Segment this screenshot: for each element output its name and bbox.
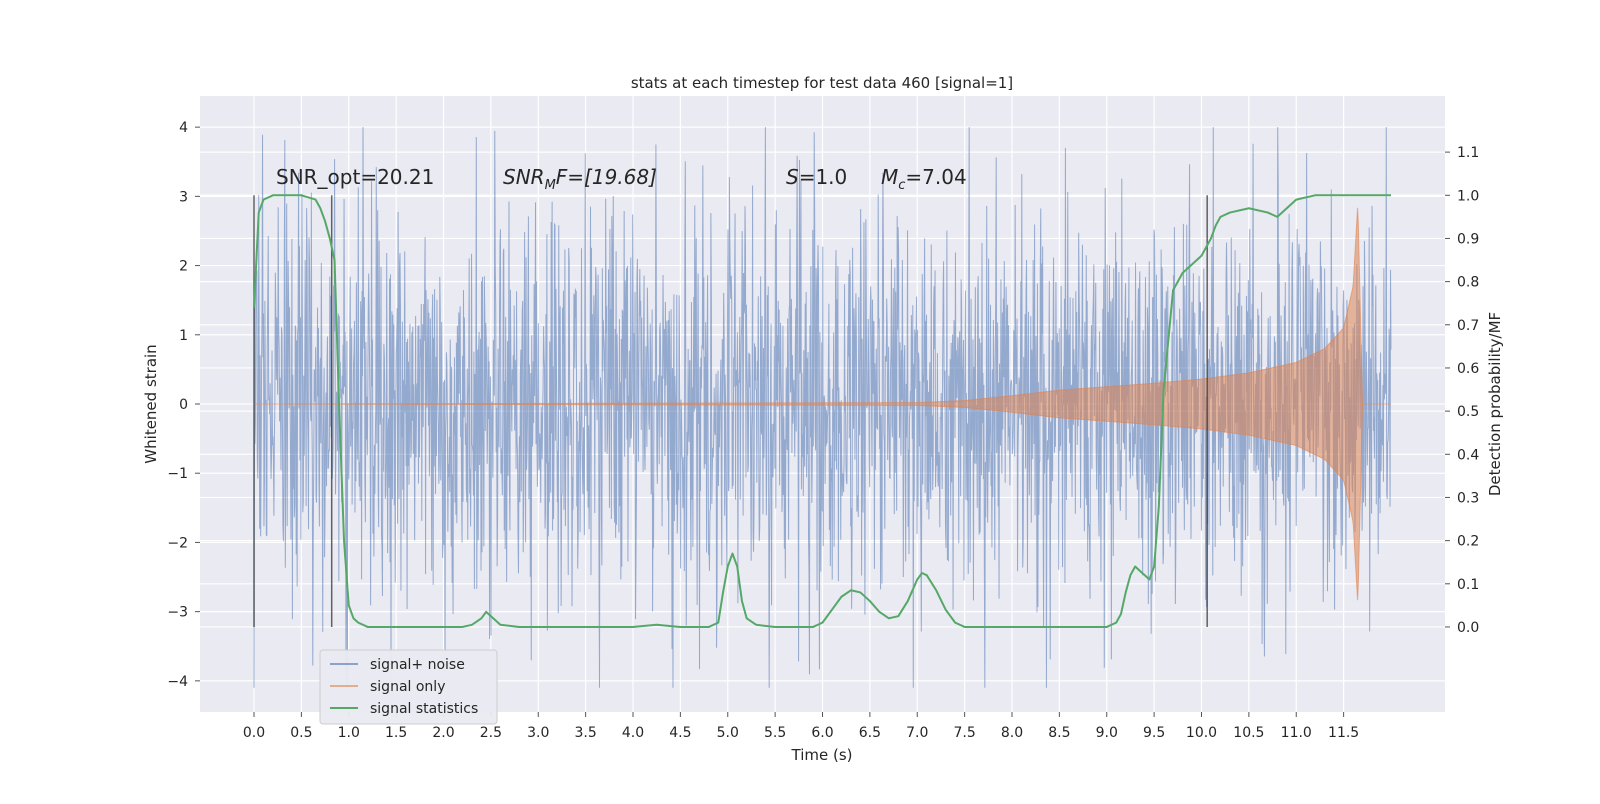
y-tick-label-right: 0.6	[1457, 361, 1479, 377]
y-tick-label-right: 0.8	[1457, 275, 1479, 291]
y-tick-label-left: 3	[179, 189, 188, 205]
y-tick-label-right: 0.3	[1457, 490, 1479, 506]
x-tick-label: 5.5	[764, 725, 786, 741]
signal-statistics-series	[253, 194, 1391, 628]
y-tick-label-right: 0.7	[1457, 318, 1479, 334]
annotation-snr-opt: SNR_opt=20.21	[276, 165, 434, 189]
legend-box	[319, 649, 498, 725]
x-tick-label: 2.0	[432, 725, 454, 741]
signal-noise-series	[253, 127, 1392, 688]
legend: signal+ noise signal only signal statist…	[319, 649, 498, 725]
chart-title: stats at each timestep for test data 460…	[631, 74, 1013, 92]
y-tick-label-right: 0.1	[1457, 577, 1479, 593]
x-tick-label: 1.0	[338, 725, 360, 741]
y-tick-label-left: 1	[179, 328, 188, 344]
annotation-s: S=1.0	[786, 165, 847, 189]
annotation-mc-label: M	[881, 165, 898, 189]
x-tick-label: 7.0	[906, 725, 928, 741]
annotation-s-label: S	[786, 165, 799, 189]
y-tick-label-left: 4	[179, 120, 188, 136]
x-tick-label: 9.0	[1096, 725, 1118, 741]
y-tick-label-right: 0.5	[1457, 404, 1479, 420]
y-tick-label-right: 0.0	[1457, 620, 1479, 636]
y-tick-label-right: 1.0	[1457, 188, 1479, 204]
y-tick-label-left: −3	[167, 605, 188, 621]
legend-label-signal-only: signal only	[370, 679, 445, 695]
annotation-mc-sub: c	[898, 178, 905, 193]
signal-noise-line	[253, 127, 1392, 688]
vertical-markers	[253, 195, 1208, 627]
signal-only-series	[254, 207, 1391, 601]
annotation-snr-mf-value: F=[19.68]	[556, 165, 657, 189]
x-tick-label: 4.0	[622, 725, 644, 741]
annotation-snr-mf-label: SNR	[503, 165, 545, 189]
x-tick-label: 7.5	[953, 725, 975, 741]
x-tick-label: 5.0	[717, 725, 739, 741]
annotation-mc-value: =7.04	[905, 165, 966, 189]
x-tick-label: 8.5	[1048, 725, 1070, 741]
tick-labels: 0.0 0.5 1.0 1.5 2.0 2.5 3.0 3.5 4.0 4.5 5.0 5.5 6.0 6…	[167, 120, 1479, 741]
y-axis-label-right: Detection probability/MF	[1486, 312, 1504, 496]
x-tick-label: 1.5	[385, 725, 407, 741]
x-tick-label: 10.5	[1233, 725, 1264, 741]
x-tick-label: 0.0	[243, 725, 265, 741]
x-tick-label: 4.5	[669, 725, 691, 741]
x-tick-label: 9.5	[1143, 725, 1165, 741]
x-tick-label: 10.0	[1186, 725, 1217, 741]
y-tick-label-right: 0.2	[1457, 534, 1479, 550]
annotation-mc: Mc=7.04	[881, 165, 967, 193]
x-tick-label: 11.0	[1281, 725, 1312, 741]
annotation-snr-mf: SNRMF=[19.68]	[503, 165, 657, 193]
x-tick-label: 6.0	[811, 725, 833, 741]
y-tick-label-right: 0.4	[1457, 447, 1479, 463]
x-axis-label: Time (s)	[791, 746, 853, 764]
x-tick-label: 8.0	[1001, 725, 1023, 741]
x-tick-label: 6.5	[859, 725, 881, 741]
y-axis-label-left: Whitened strain	[142, 344, 160, 463]
signal-only-envelope	[254, 207, 1391, 601]
y-tick-label-right: 0.9	[1457, 231, 1479, 247]
y-tick-label-left: 0	[179, 397, 188, 413]
y-tick-label-left: −4	[167, 674, 188, 690]
y-tick-label-left: −2	[167, 535, 188, 551]
legend-label-signal-statistics: signal statistics	[370, 701, 478, 717]
x-tick-label: 11.5	[1328, 725, 1359, 741]
x-tick-label: 3.0	[527, 725, 549, 741]
annotation-snr-mf-sub: M	[545, 178, 556, 193]
x-tick-label: 2.5	[480, 725, 502, 741]
signal-statistics-line	[253, 194, 1391, 628]
legend-label-signal-noise: signal+ noise	[370, 657, 465, 673]
y-tick-label-left: −1	[167, 466, 188, 482]
y-tick-label-right: 1.1	[1457, 145, 1479, 161]
y-tick-label-left: 2	[179, 259, 188, 275]
x-tick-label: 0.5	[290, 725, 312, 741]
x-tick-label: 3.5	[574, 725, 596, 741]
annotation-s-value: =1.0	[799, 165, 848, 189]
